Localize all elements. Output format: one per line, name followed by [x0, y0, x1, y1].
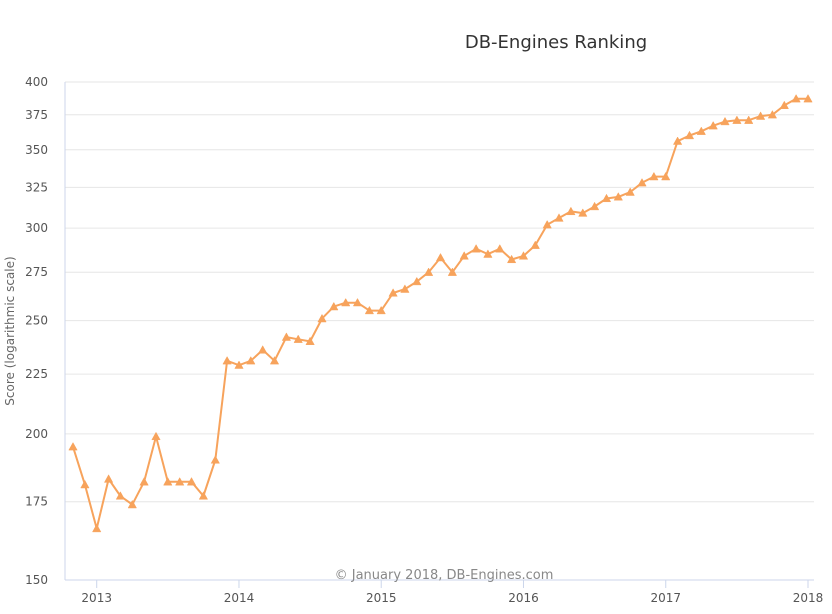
data-point-marker[interactable] [720, 116, 730, 126]
data-point-marker[interactable] [68, 442, 78, 451]
y-tick-label: 250 [25, 314, 48, 328]
series-layer [68, 94, 813, 533]
data-point-marker[interactable] [258, 345, 268, 354]
data-point-marker[interactable] [163, 477, 173, 486]
data-point-marker[interactable] [175, 477, 185, 486]
data-point-marker[interactable] [779, 100, 789, 109]
x-tick-label: 2018 [793, 591, 824, 605]
y-tick-label: 300 [25, 221, 48, 235]
y-tick-label: 325 [25, 180, 48, 194]
data-point-marker[interactable] [352, 297, 363, 307]
y-tick-label: 175 [25, 495, 48, 509]
data-point-marker[interactable] [495, 244, 505, 253]
data-point-marker[interactable] [542, 219, 552, 229]
data-point-marker[interactable] [127, 499, 137, 509]
data-point-marker[interactable] [803, 94, 813, 103]
data-point-marker[interactable] [566, 206, 576, 216]
data-point-marker[interactable] [269, 356, 280, 365]
data-point-marker[interactable] [364, 305, 375, 315]
data-point-marker[interactable] [767, 110, 778, 119]
data-point-marker[interactable] [755, 111, 766, 120]
data-point-marker[interactable] [329, 301, 339, 311]
data-point-marker[interactable] [518, 251, 529, 260]
data-point-marker[interactable] [435, 252, 446, 262]
data-point-marker[interactable] [139, 477, 149, 486]
x-tick-label: 2015 [366, 591, 397, 605]
y-tick-label: 150 [25, 573, 48, 587]
gridlines [65, 81, 814, 581]
data-point-marker[interactable] [115, 491, 126, 500]
data-point-marker[interactable] [103, 474, 114, 483]
data-point-marker[interactable] [649, 171, 659, 181]
data-point-marker[interactable] [376, 305, 386, 315]
data-point-marker[interactable] [400, 284, 410, 293]
data-point-marker[interactable] [506, 254, 517, 264]
x-tick-label: 2013 [81, 591, 112, 605]
data-point-marker[interactable] [234, 360, 244, 369]
x-tick-label: 2016 [508, 591, 539, 605]
chart-title: DB-Engines Ranking [465, 32, 647, 53]
y-tick-label: 200 [25, 427, 48, 441]
data-point-marker[interactable] [305, 336, 315, 345]
data-point-marker[interactable] [246, 356, 256, 365]
y-axis-label: Score (logarithmic scale) [3, 256, 17, 405]
data-point-marker[interactable] [341, 297, 351, 307]
data-point-marker[interactable] [447, 267, 458, 276]
data-point-marker[interactable] [281, 332, 292, 341]
data-point-marker[interactable] [471, 244, 481, 253]
data-point-marker[interactable] [293, 334, 303, 343]
data-point-marker[interactable] [530, 240, 540, 249]
data-point-marker[interactable] [388, 288, 398, 297]
data-point-marker[interactable] [637, 178, 647, 187]
y-tick-label: 350 [25, 143, 48, 157]
axes: 150 175 200 225 250 275 300 325 350 375 400 2013 201… [25, 75, 823, 605]
data-point-marker[interactable] [317, 313, 327, 323]
data-point-marker[interactable] [151, 431, 161, 441]
data-point-marker[interactable] [578, 208, 588, 217]
data-point-marker[interactable] [80, 479, 90, 489]
data-point-marker[interactable] [625, 187, 635, 196]
data-point-marker[interactable] [423, 267, 434, 276]
x-tick-label: 2014 [224, 591, 255, 605]
y-tick-label: 400 [25, 75, 48, 89]
data-point-marker[interactable] [186, 477, 197, 486]
data-point-marker[interactable] [791, 94, 801, 103]
data-point-marker[interactable] [554, 213, 564, 222]
data-point-marker[interactable] [696, 126, 706, 135]
x-tick-label: 2017 [650, 591, 681, 605]
data-point-marker[interactable] [198, 491, 209, 500]
data-point-marker[interactable] [708, 120, 718, 130]
data-point-marker[interactable] [589, 201, 600, 211]
data-point-marker[interactable] [483, 249, 493, 258]
data-point-marker[interactable] [210, 455, 220, 464]
data-point-marker[interactable] [412, 276, 422, 286]
credit-text: © January 2018, DB-Engines.com [335, 568, 554, 583]
data-point-marker[interactable] [661, 171, 671, 181]
y-tick-label: 225 [25, 367, 48, 381]
y-tick-label: 375 [25, 108, 48, 122]
data-point-marker[interactable] [222, 356, 232, 365]
data-point-marker[interactable] [684, 130, 695, 140]
data-point-marker[interactable] [744, 115, 754, 124]
data-point-marker[interactable] [601, 193, 612, 203]
data-point-marker[interactable] [92, 523, 102, 533]
y-tick-label: 275 [25, 265, 48, 279]
data-point-marker[interactable] [732, 115, 742, 124]
series-line [72, 97, 808, 530]
data-point-marker[interactable] [613, 192, 623, 201]
data-point-marker[interactable] [459, 251, 469, 260]
data-point-marker[interactable] [672, 136, 683, 145]
